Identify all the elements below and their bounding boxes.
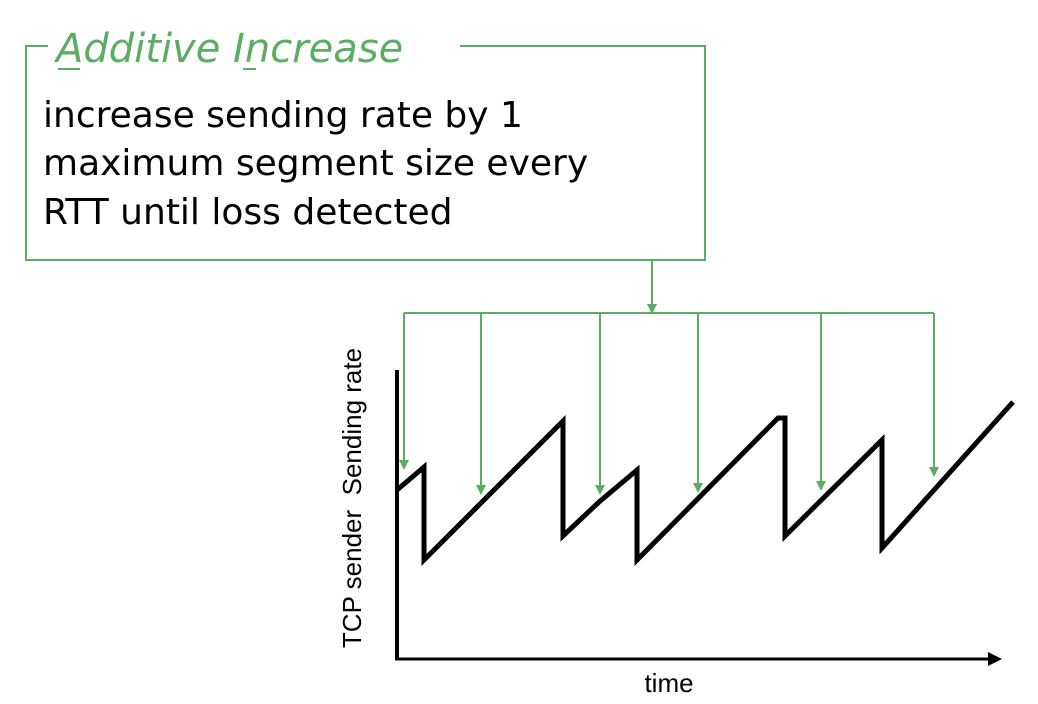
callout-box (25, 45, 706, 261)
callout-title: Additive Increase (53, 26, 403, 72)
increase-arrows (399, 313, 939, 495)
x-axis-label: time (644, 668, 693, 698)
callout-body-line-1: increase sending rate by 1 (43, 95, 523, 136)
sending-rate-curve (395, 400, 1015, 567)
callout-body-line-3: RTT until loss detected (43, 192, 453, 233)
callout-body-line-2: maximum segment size every (43, 143, 588, 184)
y-axis-label: TCP sender Sending rate (337, 348, 367, 648)
